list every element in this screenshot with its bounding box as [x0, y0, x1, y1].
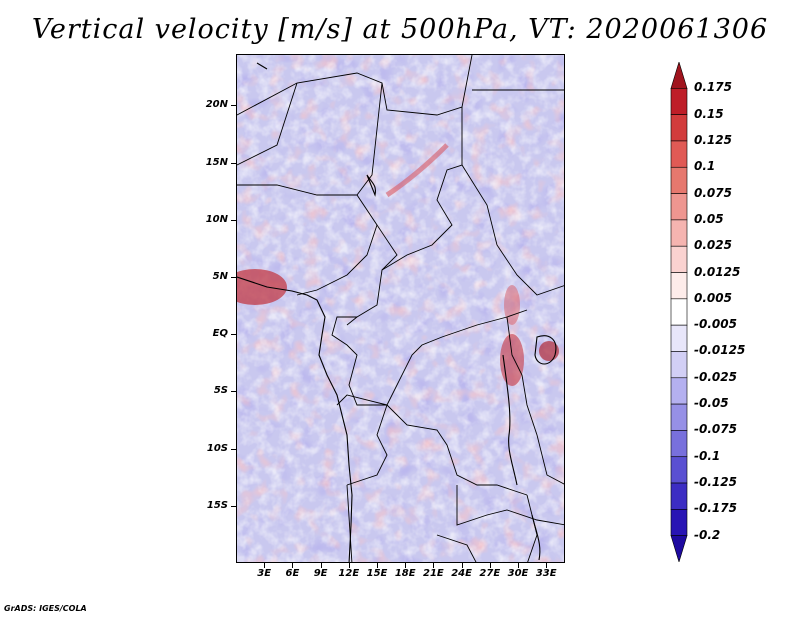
longitude-tick	[461, 563, 463, 568]
longitude-tick-label: 18E	[394, 568, 416, 579]
longitude-tick	[377, 563, 378, 568]
colorbar-segment	[670, 430, 688, 458]
latitude-tick	[231, 162, 236, 164]
colorbar-segment	[670, 509, 688, 536]
colorbar-segment	[670, 219, 688, 247]
colorbar-segment	[670, 298, 688, 326]
updraft-patch-rift	[504, 285, 520, 325]
longitude-tick	[489, 563, 491, 568]
latitude-tick	[231, 334, 236, 336]
colorbar-label: 0.05	[694, 211, 724, 226]
latitude-tick	[231, 505, 236, 507]
longitude-tick-label: 15E	[366, 568, 388, 579]
colorbar-label: 0.125	[694, 132, 732, 147]
colorbar-segment	[670, 140, 688, 168]
latitude-tick-label: 15S	[206, 499, 228, 511]
longitude-tick	[546, 563, 548, 568]
colorbar-label: -0.075	[694, 422, 737, 437]
longitude-tick	[405, 563, 407, 568]
colorbar-segment	[670, 88, 688, 115]
colorbar-segment	[670, 324, 688, 352]
lake-tanganyika	[502, 354, 518, 486]
latitude-tick	[231, 448, 236, 450]
lake-malawi	[531, 514, 541, 561]
longitude-tick-label: 24E	[451, 568, 472, 579]
longitude-tick-label: 9E	[313, 568, 328, 579]
colorbar-label: -0.0125	[694, 343, 746, 358]
colorbar-label: 0.15	[694, 106, 724, 121]
latitude-tick-label: 5N	[212, 271, 228, 283]
latitude-tick-label: 15N	[205, 156, 228, 168]
colorbar-segment	[670, 403, 688, 431]
colorbar-label: 0.1	[694, 159, 716, 174]
colorbar-segment	[670, 535, 688, 562]
colorbar-segment	[670, 193, 688, 221]
latitude-tick	[231, 105, 236, 107]
colorbar-label: 0.175	[694, 80, 732, 95]
colorbar-label: -0.175	[694, 501, 737, 516]
grads-credit: GrADS: IGES/COLA	[4, 604, 87, 613]
lake-chad	[366, 174, 376, 197]
lake-victoria	[534, 335, 557, 365]
longitude-tick-label: 12E	[338, 568, 360, 579]
map-plot-area	[236, 54, 565, 563]
updraft-band-sahel	[385, 143, 449, 198]
latitude-tick-label: 20N	[205, 99, 228, 111]
colorbar-label: -0.05	[694, 396, 729, 411]
longitude-tick-label: 3E	[257, 568, 272, 579]
country-borders	[237, 55, 564, 562]
latitude-tick-label: 10N	[205, 213, 228, 225]
longitude-tick	[292, 563, 294, 568]
longitude-tick	[320, 563, 322, 568]
updraft-patch-lake-victoria	[539, 341, 559, 361]
latitude-tick	[231, 277, 236, 279]
latitude-tick	[231, 391, 236, 393]
colorbar-label: 0.005	[694, 290, 732, 305]
latitude-tick-label: EQ	[212, 328, 228, 340]
latitude-tick	[231, 219, 236, 221]
colorbar-label: 0.025	[694, 238, 732, 253]
longitude-tick	[433, 563, 435, 568]
longitude-tick-label: 30E	[507, 568, 529, 579]
colorbar-segment	[670, 62, 688, 89]
longitude-tick-label: 33E	[535, 568, 557, 579]
colorbar-segment	[670, 245, 688, 273]
longitude-tick	[518, 563, 519, 568]
colorbar-segment	[670, 482, 688, 510]
colorbar-label: -0.2	[694, 527, 721, 542]
longitude-tick	[264, 563, 266, 568]
colorbar-segment	[670, 166, 688, 194]
colorbar-segment	[670, 114, 688, 142]
longitude-tick-label: 21E	[423, 568, 444, 579]
colorbar-label: 0.0125	[694, 264, 741, 279]
latitude-tick-label: 10S	[206, 442, 228, 454]
chart-title: Vertical velocity [m/s] at 500hPa, VT: 2…	[31, 14, 769, 45]
updraft-patch-gulf-of-guinea	[237, 269, 287, 305]
longitude-tick-label: 27E	[479, 568, 501, 579]
longitude-tick-label: 6E	[285, 568, 300, 579]
colorbar-label: -0.025	[694, 369, 737, 384]
colorbar-segment	[670, 351, 688, 379]
colorbar-segment	[670, 377, 688, 405]
colorbar-segment	[670, 456, 688, 484]
longitude-tick	[348, 563, 350, 568]
coastlines	[237, 62, 557, 562]
latitude-tick-label: 5S	[213, 385, 228, 397]
velocity-field-map	[237, 55, 564, 562]
colorbar-label: -0.125	[694, 475, 737, 490]
colorbar-label: -0.1	[694, 448, 721, 463]
colorbar-segment	[670, 272, 688, 300]
colorbar-label: -0.005	[694, 317, 737, 332]
colorbar-label: 0.075	[694, 185, 732, 200]
colorbar	[670, 62, 688, 562]
